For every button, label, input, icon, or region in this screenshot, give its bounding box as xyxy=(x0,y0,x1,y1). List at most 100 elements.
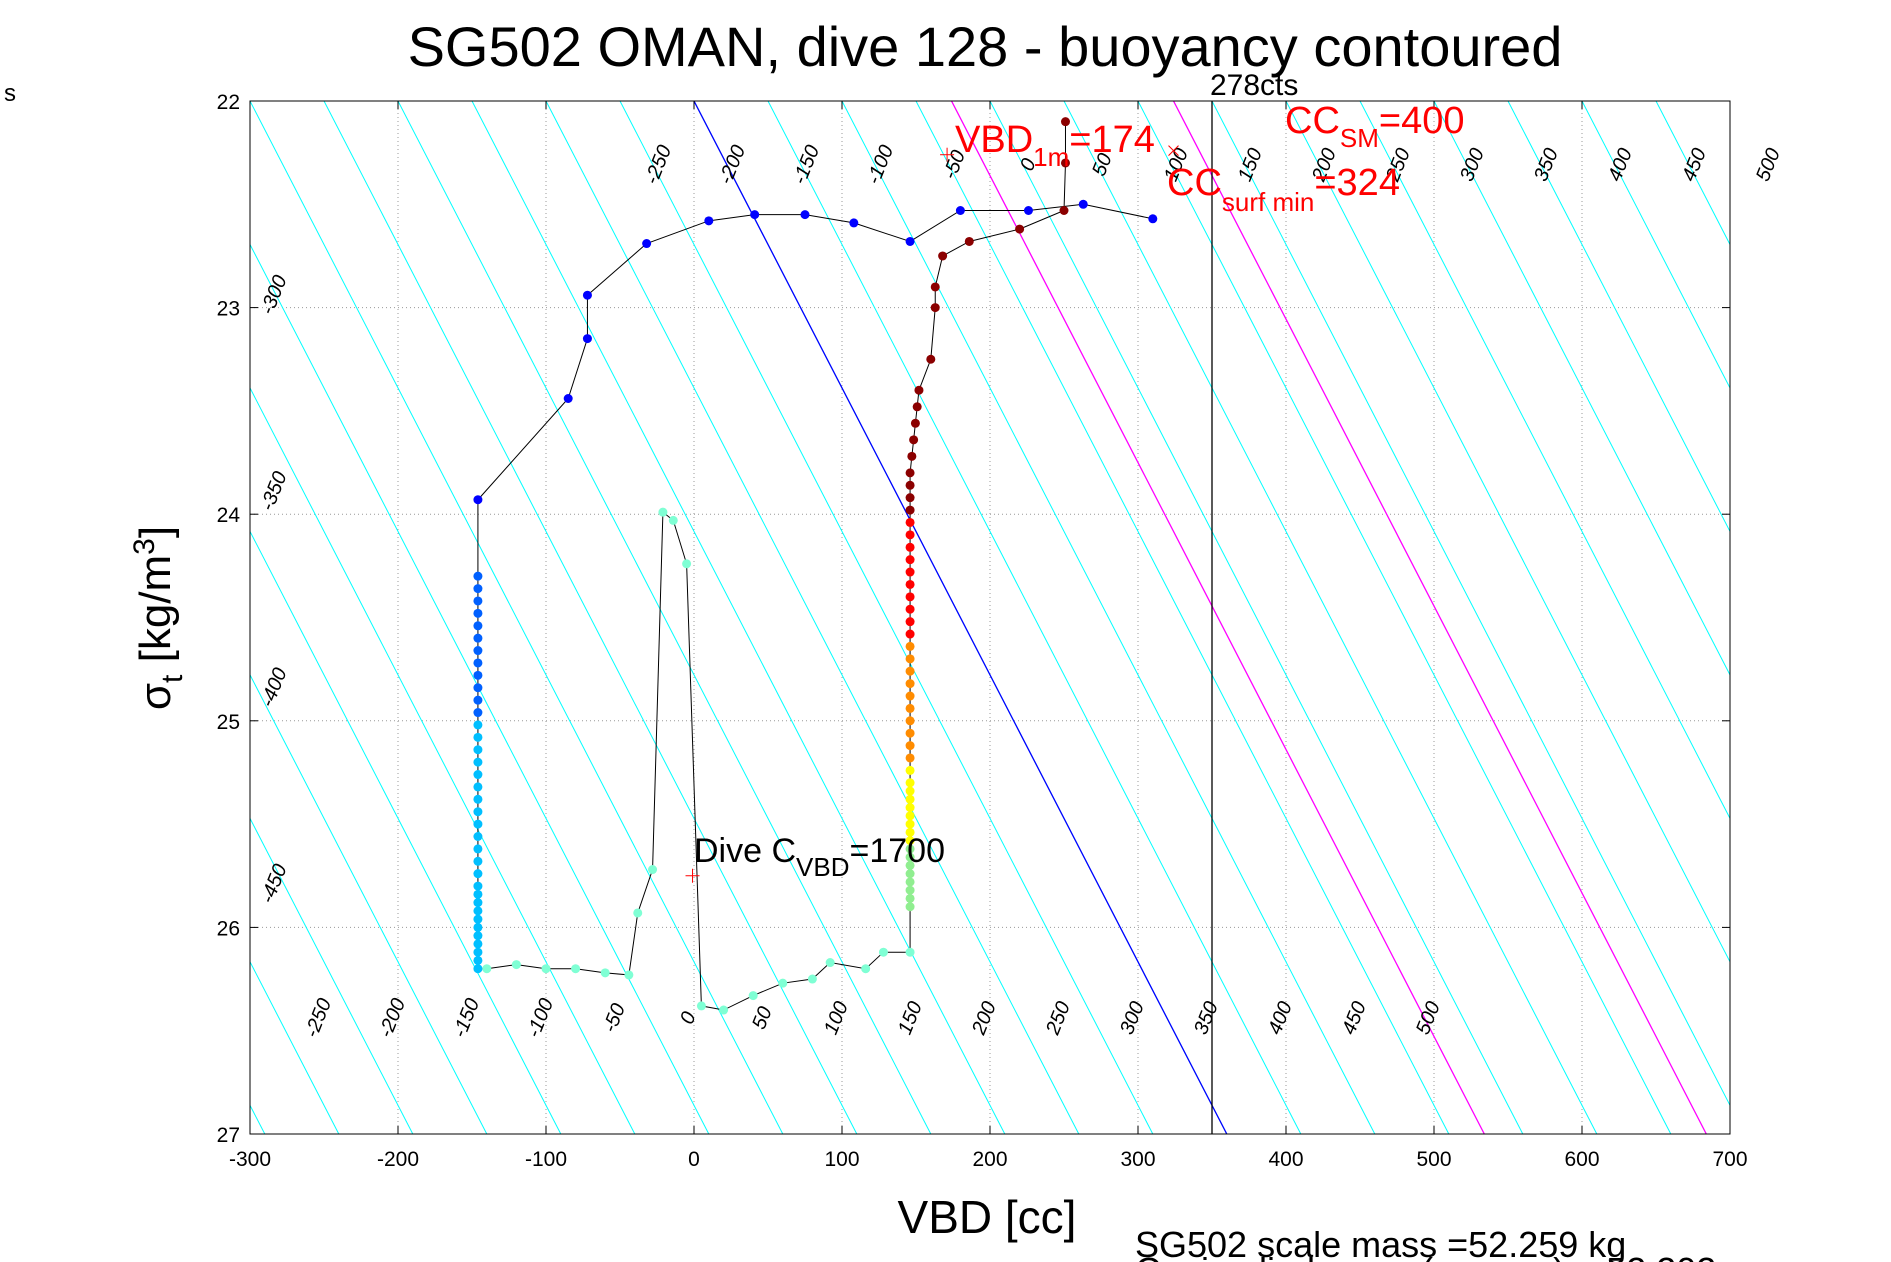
contour-line xyxy=(1507,101,1730,533)
contour-label-bottom: 300 xyxy=(1116,999,1149,1038)
data-point xyxy=(905,741,915,751)
data-point xyxy=(473,869,483,879)
x-axis-label: VBD [cc] xyxy=(898,1191,1077,1243)
contour-line xyxy=(250,530,562,1134)
contour-line xyxy=(619,101,1154,1134)
data-point xyxy=(800,210,810,220)
data-point xyxy=(1059,205,1069,215)
data-point xyxy=(905,827,915,837)
contour-line xyxy=(989,101,1524,1134)
data-point xyxy=(905,836,915,846)
contour-label-bottom: 350 xyxy=(1190,999,1223,1038)
y-tick-label: 24 xyxy=(217,504,241,527)
data-point xyxy=(930,303,940,313)
contour-line xyxy=(1211,101,1730,1107)
data-point xyxy=(473,906,483,916)
data-point xyxy=(905,852,915,862)
data-point xyxy=(905,902,915,912)
contour-label-top: 300 xyxy=(1456,145,1489,184)
data-point xyxy=(582,290,592,300)
data-point xyxy=(825,958,835,968)
data-point xyxy=(964,236,974,246)
data-point xyxy=(905,517,915,527)
data-point xyxy=(905,530,915,540)
contour-line xyxy=(1063,101,1598,1134)
data-point xyxy=(473,695,483,705)
data-point xyxy=(473,794,483,804)
contour-line xyxy=(545,101,1080,1134)
data-point xyxy=(473,844,483,854)
data-point xyxy=(473,621,483,631)
contour-line xyxy=(323,101,858,1134)
contour-line xyxy=(1137,101,1672,1134)
grid xyxy=(250,101,1730,1134)
contour-line xyxy=(250,386,636,1134)
data-point xyxy=(473,708,483,718)
marker-x xyxy=(1168,145,1179,156)
x-tick-label: 200 xyxy=(972,1148,1007,1171)
contour-line xyxy=(1581,101,1730,390)
contour-label-bottom: 450 xyxy=(1338,999,1371,1038)
data-point xyxy=(748,991,758,1001)
contour-line xyxy=(250,101,784,1134)
data-point xyxy=(878,947,888,957)
data-point xyxy=(926,354,936,364)
contour-label-bottom: -150 xyxy=(449,995,484,1040)
data-point xyxy=(1148,214,1158,224)
data-point xyxy=(905,555,915,565)
data-point xyxy=(905,691,915,701)
data-point xyxy=(473,670,483,680)
left-margin-text: s xyxy=(4,80,16,107)
data-point xyxy=(473,922,483,932)
contour-label-bottom: -250 xyxy=(301,995,336,1040)
contour-line xyxy=(0,101,117,1134)
data-point xyxy=(905,480,915,490)
data-point xyxy=(905,753,915,763)
x-tick-label: 500 xyxy=(1416,1148,1451,1171)
contour-label-bottom: 200 xyxy=(968,999,1001,1039)
x-tick-label: 600 xyxy=(1564,1148,1599,1171)
data-point xyxy=(473,584,483,594)
data-point xyxy=(473,889,483,899)
data-point xyxy=(905,579,915,589)
data-point xyxy=(909,435,919,445)
data-point xyxy=(905,869,915,879)
contour-label-top: 350 xyxy=(1530,145,1563,184)
x-tick-label: -100 xyxy=(525,1148,567,1171)
data-point xyxy=(473,608,483,618)
contour-label-left: -350 xyxy=(256,469,291,514)
highlight-contour-line xyxy=(1172,101,1707,1134)
contour-line xyxy=(397,101,932,1134)
data-point xyxy=(473,495,483,505)
data-point xyxy=(473,782,483,792)
data-point xyxy=(905,819,915,829)
contour-label-bottom: 250 xyxy=(1042,999,1075,1039)
data-point xyxy=(905,778,915,788)
data-point xyxy=(582,334,592,344)
data-point xyxy=(905,679,915,689)
y-tick-label: 27 xyxy=(217,1124,240,1147)
data-point xyxy=(1015,224,1025,234)
data-point xyxy=(473,720,483,730)
contour-line xyxy=(767,101,1302,1134)
contour-label-bottom: 50 xyxy=(748,1004,777,1033)
contour-label-top: 450 xyxy=(1678,145,1711,184)
data-point xyxy=(905,629,915,639)
contour-line xyxy=(1433,101,1730,676)
data-point xyxy=(473,856,483,866)
data-point xyxy=(473,955,483,965)
data-point xyxy=(905,885,915,895)
data-point xyxy=(473,732,483,742)
contour-line xyxy=(250,673,488,1134)
contour-line xyxy=(1285,101,1730,963)
contour-label-top: -250 xyxy=(641,142,676,187)
data-point xyxy=(473,807,483,817)
x-tick-label: -200 xyxy=(377,1148,419,1171)
data-point xyxy=(682,559,692,569)
highlight-contour-line xyxy=(950,101,1485,1134)
data-point xyxy=(905,542,915,552)
contour-label-bottom: -50 xyxy=(599,1001,630,1036)
data-point xyxy=(473,571,483,581)
cc-surf-min-annotation: CCsurf min=324 xyxy=(1167,162,1400,217)
data-point xyxy=(696,1001,706,1011)
